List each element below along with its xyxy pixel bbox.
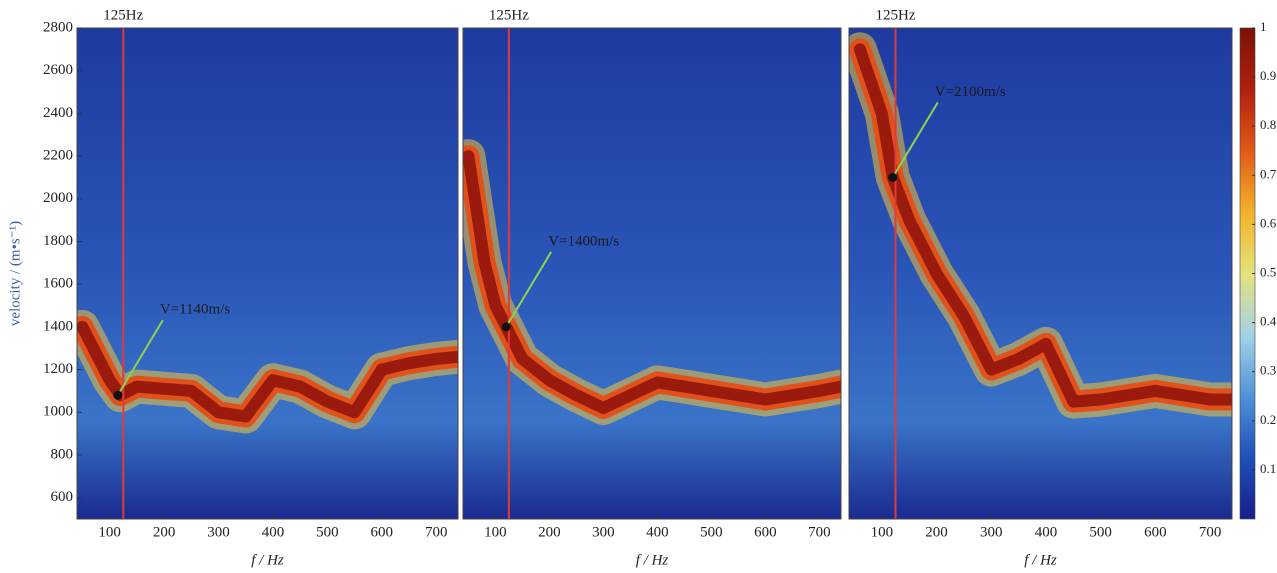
x-tick-label: 700 [425,524,448,540]
y-tick-label: 2200 [43,148,73,164]
x-tick-label: 100 [98,524,121,540]
plot-background [849,28,1232,519]
x-tick-label: 400 [646,524,669,540]
panel-title: 125Hz [876,7,916,23]
x-tick-label: 400 [1035,524,1058,540]
point [113,391,122,400]
x-tick-label: 300 [207,524,230,540]
x-tick-label: 300 [592,524,615,540]
colorbar-tick-label: 0.7 [1260,166,1277,181]
x-tick-label: 600 [1144,524,1167,540]
colorbar-tick-label: 0.6 [1260,215,1277,230]
x-tick-label: 600 [754,524,777,540]
y-tick-label: 1200 [43,361,73,377]
y-tick-label: 1000 [43,404,73,420]
y-tick-label: 1800 [43,233,73,249]
point [888,173,897,182]
plot-background [463,28,841,519]
y-tick-label: 600 [51,489,74,505]
x-tick-label: 300 [980,524,1003,540]
colorbar-tick-label: 0.1 [1260,461,1276,476]
annotation: V=1140m/s [160,302,231,318]
y-axis-label: velocity / (m•s⁻¹) [7,221,23,326]
y-tick-label: 2000 [43,190,73,206]
y-tick-label: 2800 [43,19,73,35]
colorbar-tick-label: 0.5 [1260,264,1276,279]
y-tick-label: 1600 [43,276,73,292]
x-tick-label: 500 [316,524,339,540]
annotation: V=1400m/s [548,233,619,249]
x-tick-label: 700 [1199,524,1222,540]
y-tick-label: 2400 [43,105,73,121]
x-tick-label: 200 [153,524,176,540]
y-tick-label: 2600 [43,62,73,78]
x-tick-label: 200 [925,524,948,540]
colorbar-tick-label: 0.9 [1260,68,1276,83]
x-axis-label: f / Hz [251,552,284,568]
x-tick-label: 600 [371,524,394,540]
x-tick-label: 400 [262,524,285,540]
y-tick-label: 800 [51,446,74,462]
colorbar-tick-label: 0.2 [1260,412,1276,427]
x-axis-label: f / Hz [636,552,669,568]
x-tick-label: 700 [808,524,831,540]
y-tick-label: 1400 [43,318,73,334]
colorbar-tick-label: 0.3 [1260,363,1276,378]
colorbar-tick-label: 1 [1260,19,1267,34]
chart: V=1140m/s 125Hz 100 200 300 400 500 600 700 f / H… [0,0,1277,573]
panel-title: 125Hz [103,7,143,23]
x-axis-label: f / Hz [1024,552,1057,568]
x-tick-label: 200 [538,524,561,540]
x-tick-label: 500 [1089,524,1112,540]
panel-title: 125Hz [489,7,529,23]
plot-background [77,28,458,519]
x-tick-label: 100 [871,524,894,540]
annotation: V=2100m/s [935,84,1006,100]
x-tick-label: 100 [484,524,507,540]
point [502,322,511,331]
x-tick-label: 500 [700,524,723,540]
colorbar-tick-label: 0.8 [1260,117,1276,132]
colorbar-tick-label: 0.4 [1260,314,1277,329]
